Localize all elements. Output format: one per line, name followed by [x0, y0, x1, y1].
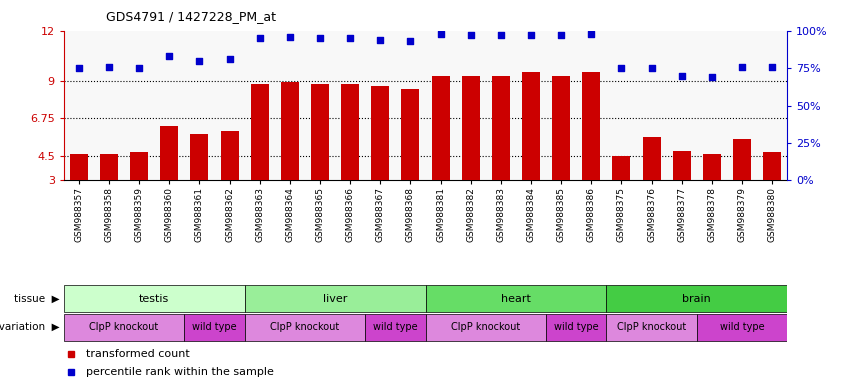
Bar	[672, 151, 691, 180]
Point	[464, 32, 477, 38]
Bar	[522, 72, 540, 180]
Bar	[431, 76, 449, 180]
Point	[313, 35, 327, 41]
Point	[434, 31, 448, 37]
Bar	[220, 131, 238, 180]
Text: genotype/variation  ▶: genotype/variation ▶	[0, 322, 60, 333]
Bar	[311, 84, 329, 180]
Point	[374, 36, 387, 43]
Point	[253, 35, 266, 41]
Bar	[643, 137, 660, 180]
Bar	[552, 76, 570, 180]
Point	[524, 32, 538, 38]
Text: testis: testis	[139, 293, 169, 304]
Bar	[64, 313, 185, 341]
Text: tissue  ▶: tissue ▶	[14, 293, 60, 304]
Text: liver: liver	[323, 293, 347, 304]
Point	[705, 74, 718, 80]
Point	[133, 65, 146, 71]
Point	[102, 64, 116, 70]
Bar	[607, 313, 697, 341]
Bar	[64, 285, 245, 313]
Bar	[245, 285, 426, 313]
Text: percentile rank within the sample: percentile rank within the sample	[85, 366, 273, 377]
Point	[735, 64, 749, 70]
Bar	[461, 76, 480, 180]
Bar	[703, 154, 721, 180]
Bar	[582, 72, 600, 180]
Point	[343, 35, 357, 41]
Bar	[281, 82, 299, 180]
Bar	[371, 86, 389, 180]
Bar	[492, 76, 510, 180]
Text: brain: brain	[683, 293, 711, 304]
Point	[645, 65, 659, 71]
Bar	[613, 156, 631, 180]
Bar	[546, 313, 607, 341]
Text: GDS4791 / 1427228_PM_at: GDS4791 / 1427228_PM_at	[106, 10, 277, 23]
Point	[163, 53, 176, 59]
Point	[494, 32, 508, 38]
Point	[72, 65, 86, 71]
Bar	[365, 313, 426, 341]
Point	[614, 65, 628, 71]
Point	[283, 34, 297, 40]
Point	[192, 58, 206, 64]
Text: wild type: wild type	[554, 322, 598, 333]
Bar	[426, 313, 546, 341]
Point	[554, 32, 568, 38]
Bar	[191, 134, 208, 180]
Point	[765, 64, 779, 70]
Text: heart: heart	[501, 293, 531, 304]
Bar	[733, 139, 751, 180]
Bar	[251, 84, 269, 180]
Bar	[402, 89, 420, 180]
Point	[403, 38, 417, 44]
Bar	[341, 84, 359, 180]
Point	[223, 56, 237, 62]
Bar	[697, 313, 787, 341]
Bar	[100, 154, 118, 180]
Text: ClpP knockout: ClpP knockout	[451, 322, 521, 333]
Bar	[607, 285, 787, 313]
Text: ClpP knockout: ClpP knockout	[617, 322, 686, 333]
Text: wild type: wild type	[720, 322, 764, 333]
Text: wild type: wild type	[192, 322, 237, 333]
Bar	[763, 152, 781, 180]
Point	[585, 31, 598, 37]
Point	[675, 73, 688, 79]
Text: ClpP knockout: ClpP knockout	[89, 322, 159, 333]
Text: wild type: wild type	[373, 322, 418, 333]
Text: ClpP knockout: ClpP knockout	[271, 322, 340, 333]
Bar	[70, 154, 88, 180]
Bar	[185, 313, 245, 341]
Bar	[245, 313, 365, 341]
Bar	[160, 126, 179, 180]
Bar	[426, 285, 606, 313]
Text: transformed count: transformed count	[85, 349, 189, 359]
Bar	[130, 152, 148, 180]
